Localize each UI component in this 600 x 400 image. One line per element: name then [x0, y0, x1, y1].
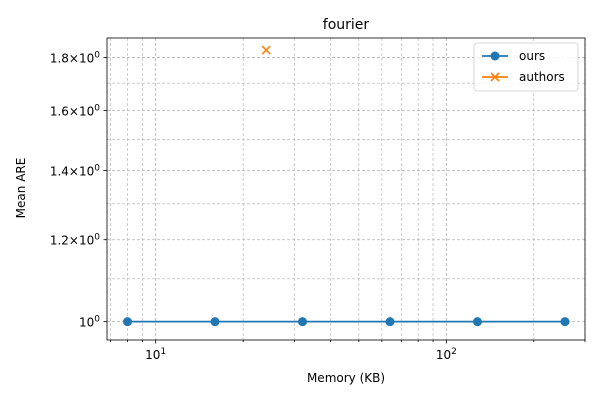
data-point-ours — [210, 317, 220, 327]
legend-label: authors — [519, 70, 565, 84]
y-tick-label: 1.6×100 — [50, 103, 100, 118]
legend-label: ours — [519, 49, 545, 63]
legend: ours authors — [473, 42, 579, 92]
legend-box — [473, 42, 579, 92]
data-point-ours — [560, 317, 570, 327]
plot-frame — [106, 37, 586, 341]
data-point-ours — [385, 317, 395, 327]
x-tick-label: 102 — [436, 347, 457, 362]
y-tick-label: 1.4×100 — [50, 163, 100, 178]
legend-marker-authors — [490, 72, 500, 82]
ticks: 101 102 100 1.2×100 1.4×100 1.6×100 1.8×100 — [50, 51, 586, 362]
chart-title: fourier — [323, 17, 370, 33]
data-point-ours — [472, 317, 482, 327]
series-ours — [123, 317, 570, 327]
legend-marker-ours — [490, 51, 500, 61]
y-tick-label: 100 — [79, 315, 100, 330]
y-tick-label: 1.8×100 — [50, 51, 100, 66]
x-tick-label: 101 — [145, 347, 166, 362]
series-layer — [123, 45, 570, 327]
x-axis-label: Memory (KB) — [307, 371, 385, 385]
data-point-ours — [123, 317, 133, 327]
legend-item-ours: ours — [482, 49, 545, 63]
y-tick-label: 1.2×100 — [50, 233, 100, 248]
legend-item-authors: authors — [482, 70, 565, 84]
y-axis-label: Mean ARE — [14, 158, 28, 219]
data-point-ours — [298, 317, 308, 327]
data-point-authors — [261, 45, 271, 55]
series-authors — [261, 45, 271, 55]
